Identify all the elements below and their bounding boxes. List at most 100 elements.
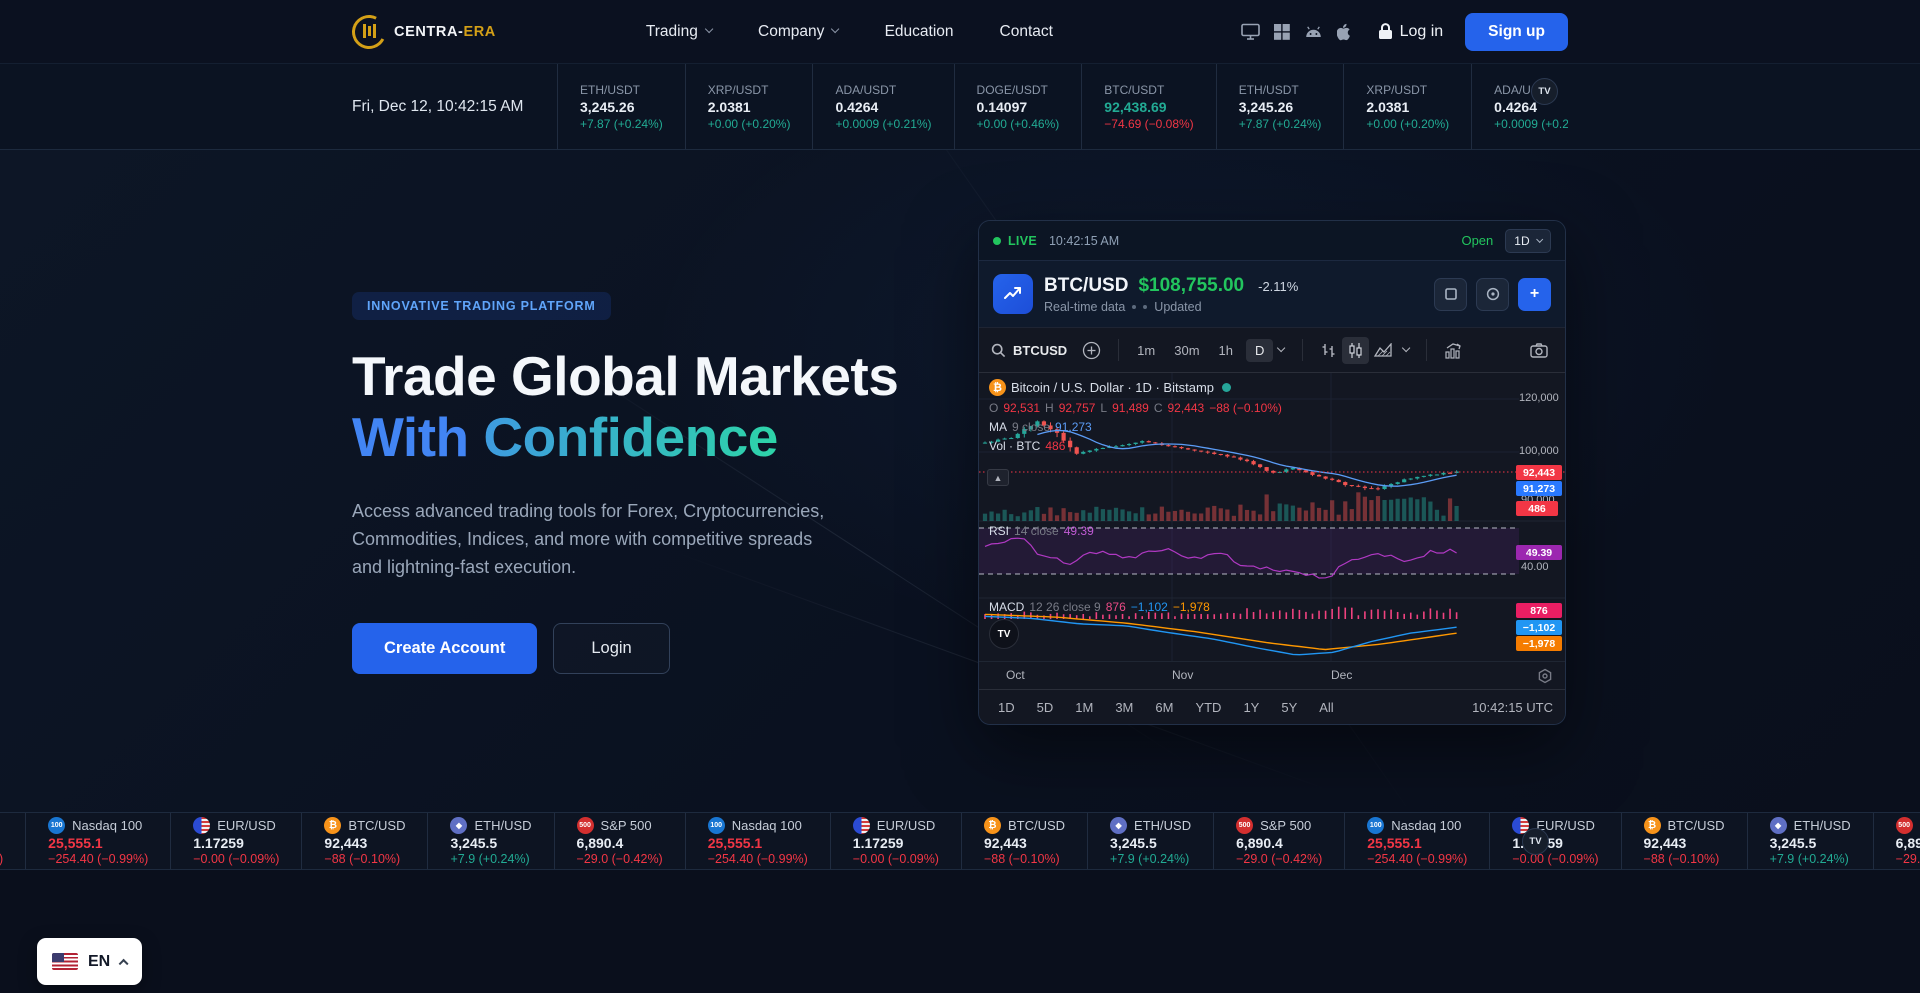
time-axis[interactable]: Oct Nov Dec — [979, 661, 1565, 689]
ticker-item[interactable]: ₿ BTC/USD 92,443 −88 (−0.10%) — [962, 813, 1089, 869]
rsi-axis-value: 40.00 — [1521, 561, 1549, 573]
brand-logo[interactable]: CENTRA-ERA — [347, 10, 496, 53]
price-chart[interactable]: ₿ Bitcoin / U.S. Dollar · 1D · Bitstamp … — [979, 373, 1565, 661]
live-dot — [993, 236, 1001, 245]
nav-item-company[interactable]: Company — [758, 23, 840, 41]
timeframe-dropdown-icon[interactable] — [1273, 343, 1289, 356]
chart-legend-title: ₿ Bitcoin / U.S. Dollar · 1D · Bitstamp — [989, 379, 1231, 396]
desktop-icon[interactable] — [1240, 23, 1260, 40]
ticker-price: 92,443 — [1643, 834, 1687, 851]
ticker-name: ETH/USD — [474, 817, 532, 833]
chart-widget-card: LIVE 10:42:15 AM Open 1D BTC/USD $108,75… — [978, 220, 1566, 725]
apple-icon[interactable] — [1336, 23, 1352, 41]
ticker-item[interactable]: 100 Nasdaq 100 25,555.1 −254.40 (−0.99%) — [686, 813, 831, 869]
candles-style-icon[interactable] — [1341, 336, 1369, 364]
btc-usd-icon: ₿ — [983, 816, 1001, 834]
ticker-item[interactable]: XRP/USDT 2.0381 +0.00 (+0.20%) — [684, 64, 813, 149]
ticker-item-header: EUR/USD — [1512, 816, 1598, 834]
interval-select[interactable]: 1D — [1505, 228, 1551, 253]
nav-item-education[interactable]: Education — [885, 23, 954, 41]
target-button[interactable] — [1476, 277, 1509, 311]
nav-item-trading[interactable]: Trading — [646, 23, 714, 41]
ticker-item[interactable]: ETH/USDT 3,245.26 +7.87 (+0.24%) — [1215, 64, 1344, 149]
ticker-item[interactable]: ◆ ETH/USD 3,245.5 +7.9 (+0.24%) — [428, 813, 555, 869]
timeframe-1h[interactable]: 1h — [1218, 342, 1233, 358]
tradingview-watermark[interactable]: TV — [989, 619, 1019, 649]
chevron-down-icon — [704, 25, 714, 34]
ticker-price: 3,245.5 — [450, 834, 498, 851]
ticker-item[interactable]: XRP/USDT 2.0381 +0.00 (+0.20%) — [1343, 64, 1471, 149]
android-icon[interactable] — [1304, 25, 1323, 38]
login-button[interactable]: Login — [553, 623, 670, 675]
login-link[interactable]: Log in — [1378, 23, 1443, 41]
axis-settings-icon[interactable] — [1537, 668, 1553, 687]
tradingview-logo[interactable]: TV — [1522, 828, 1549, 855]
ticker-symbol: BTC/USDT — [1104, 82, 1165, 97]
range-5d[interactable]: 5D — [1036, 699, 1054, 715]
indicators-icon[interactable] — [1439, 337, 1468, 364]
ticker-item[interactable]: ◆ ETH/USD 3,245.5 +7.9 (+0.24%) — [1088, 813, 1215, 869]
ticker-item[interactable]: ETH/USDT 3,245.26 +7.87 (+0.24%) — [557, 64, 685, 149]
chevron-down-icon — [831, 25, 840, 34]
range-1d[interactable]: 1D — [998, 699, 1015, 715]
compare-icon[interactable] — [1077, 336, 1106, 365]
style-dropdown-icon[interactable] — [1398, 343, 1414, 356]
signup-button[interactable]: Sign up — [1465, 12, 1568, 51]
ticker-item[interactable]: 100 Nasdaq 100 25,555.1 −254.40 (−0.99%) — [1345, 813, 1491, 869]
timeframe-30m[interactable]: 30m — [1174, 342, 1200, 358]
timeframe-1m[interactable]: 1m — [1137, 342, 1156, 358]
range-1y[interactable]: 1Y — [1243, 699, 1260, 715]
windows-icon[interactable] — [1273, 23, 1290, 40]
language-selector[interactable]: EN — [37, 938, 143, 985]
add-button[interactable]: + — [1518, 277, 1551, 311]
timeframe-D[interactable]: D — [1246, 338, 1274, 362]
macd-legend: MACD 12 26 close 9 876 −1,102 −1,978 — [989, 600, 1210, 614]
ticker-item[interactable]: ◆ ETH/USD 3,245.5 +7.9 (+0.24%) — [1748, 813, 1874, 869]
create-account-button[interactable]: Create Account — [352, 623, 538, 675]
live-label: LIVE — [1008, 233, 1037, 248]
collapse-pane-button[interactable]: ▲ — [987, 469, 1009, 486]
ticker-item-header: EUR/USD — [193, 816, 279, 834]
macd-hist-badge: 876 — [1516, 603, 1562, 618]
range-all[interactable]: All — [1319, 699, 1334, 715]
eth-usd-icon: ◆ — [1769, 816, 1787, 834]
ticker-item[interactable]: ₿ BTC/USD 92,443 −88 (−0.10%) — [1622, 813, 1748, 869]
range-1m[interactable]: 1M — [1075, 699, 1094, 715]
tradingview-logo[interactable]: TV — [1531, 78, 1558, 105]
search-icon[interactable] — [991, 343, 1006, 358]
range-6m[interactable]: 6M — [1155, 699, 1174, 715]
ticker-symbol: ETH/USDT — [1238, 82, 1299, 97]
month-label: Oct — [1006, 668, 1025, 682]
ticker-item[interactable]: ₿ BTC/USD 92,443 −88 (−0.10%) — [302, 813, 429, 869]
toolbar-symbol[interactable]: BTCUSD — [1013, 342, 1068, 358]
area-style-icon[interactable] — [1369, 338, 1398, 363]
ticker-item-header: EUR/USD — [852, 816, 939, 834]
bars-style-icon[interactable] — [1315, 337, 1342, 364]
fullscreen-button[interactable] — [1434, 277, 1467, 311]
ticker-item[interactable]: BTC/USDT 92,438.69 −74.69 (−0.08%) — [1081, 64, 1215, 149]
ticker-item-header: 500 S&P 500 — [1236, 816, 1322, 834]
camera-icon[interactable] — [1525, 338, 1553, 363]
nav-item-contact[interactable]: Contact — [1000, 23, 1053, 41]
ticker-items: ETH/USDT 3,245.26 +7.87 (+0.24%) XRP/USDT 2.… — [557, 64, 1568, 149]
range-ytd[interactable]: YTD — [1195, 699, 1222, 715]
btc-usd-icon: ₿ — [324, 816, 342, 834]
range-5y[interactable]: 5Y — [1281, 699, 1298, 715]
ticker-item[interactable]: DOGE/USDT 0.14097 +0.00 (+0.46%) — [953, 64, 1082, 149]
ticker-item[interactable]: 100 Nasdaq 100 25,555.1 −254.40 (−0.99%) — [26, 813, 172, 869]
chevron-down-icon — [1535, 235, 1544, 244]
range-3m[interactable]: 3M — [1115, 699, 1134, 715]
ticker-change: −0.00 (−0.09%) — [193, 851, 280, 866]
ohlc-legend: O 92,531 H 92,757 L 91,489 C 92,443 −88 (−0.… — [989, 401, 1282, 415]
